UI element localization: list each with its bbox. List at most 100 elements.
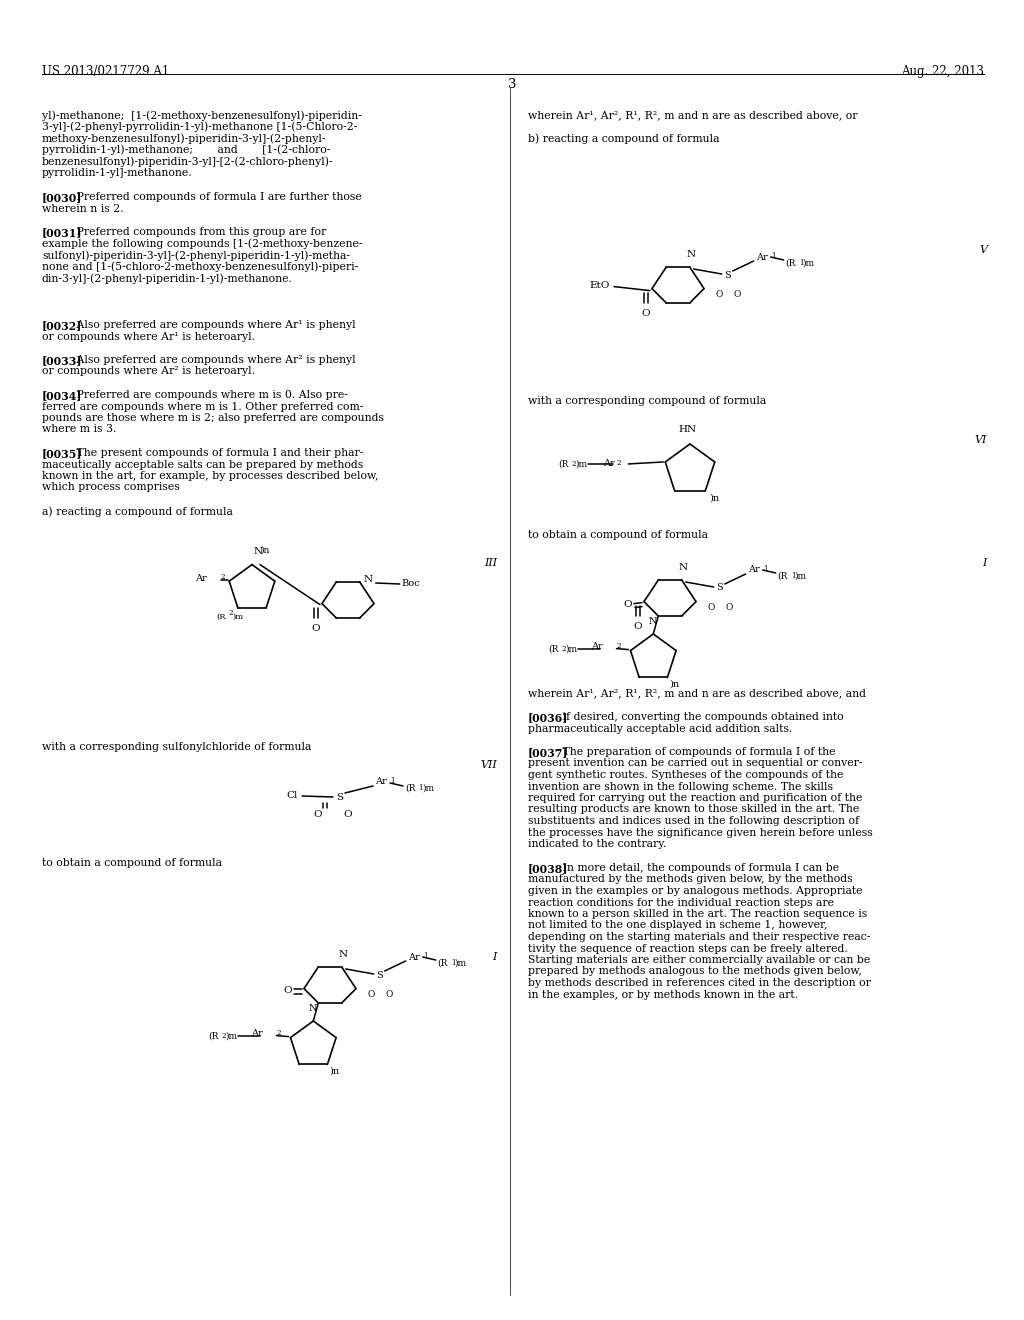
Text: N: N <box>309 1005 317 1012</box>
Text: )m: )m <box>575 459 588 469</box>
Text: substituents and indices used in the following description of: substituents and indices used in the fol… <box>528 816 859 826</box>
Text: O: O <box>624 601 632 609</box>
Text: din-3-yl]-(2-phenyl-piperidin-1-yl)-methanone.: din-3-yl]-(2-phenyl-piperidin-1-yl)-meth… <box>42 273 293 284</box>
Text: tivity the sequence of reaction steps can be freely altered.: tivity the sequence of reaction steps ca… <box>528 944 848 953</box>
Text: reaction conditions for the individual reaction steps are: reaction conditions for the individual r… <box>528 898 834 908</box>
Text: S: S <box>724 271 731 280</box>
Text: wherein Ar¹, Ar², R¹, R², m and n are as described above, and: wherein Ar¹, Ar², R¹, R², m and n are as… <box>528 688 866 698</box>
Text: indicated to the contrary.: indicated to the contrary. <box>528 840 667 849</box>
Text: [0036]: [0036] <box>528 711 568 723</box>
Text: [0032]: [0032] <box>42 319 82 331</box>
Text: Ar: Ar <box>375 777 387 787</box>
Text: HN: HN <box>679 425 697 434</box>
Text: pounds are those where m is 2; also preferred are compounds: pounds are those where m is 2; also pref… <box>42 413 384 422</box>
Text: O: O <box>733 290 740 300</box>
Text: Ar: Ar <box>591 642 602 651</box>
Text: )m: )m <box>795 572 807 581</box>
Text: where m is 3.: where m is 3. <box>42 425 117 434</box>
Text: [0030]: [0030] <box>42 191 82 203</box>
Text: O: O <box>284 986 292 995</box>
Text: S: S <box>377 970 383 979</box>
Text: The preparation of compounds of formula I of the: The preparation of compounds of formula … <box>559 747 836 756</box>
Text: 2: 2 <box>616 642 621 649</box>
Text: [0034]: [0034] <box>42 389 82 401</box>
Text: Preferred compounds from this group are for: Preferred compounds from this group are … <box>73 227 326 238</box>
Text: maceutically acceptable salts can be prepared by methods: maceutically acceptable salts can be pre… <box>42 459 364 470</box>
Text: 3-yl]-(2-phenyl-pyrrolidin-1-yl)-methanone [1-(5-Chloro-2-: 3-yl]-(2-phenyl-pyrrolidin-1-yl)-methano… <box>42 121 357 132</box>
Text: Ar: Ar <box>756 252 767 261</box>
Text: with a corresponding sulfonylchloride of formula: with a corresponding sulfonylchloride of… <box>42 742 311 752</box>
Text: pyrrolidin-1-yl)-methanone;       and       [1-(2-chloro-: pyrrolidin-1-yl)-methanone; and [1-(2-ch… <box>42 144 331 154</box>
Text: wherein Ar¹, Ar², R¹, R², m and n are as described above, or: wherein Ar¹, Ar², R¹, R², m and n are as… <box>528 110 857 120</box>
Text: O: O <box>313 810 323 818</box>
Text: yl)-methanone;  [1-(2-methoxy-benzenesulfonyl)-piperidin-: yl)-methanone; [1-(2-methoxy-benzenesulf… <box>42 110 361 120</box>
Text: to obtain a compound of formula: to obtain a compound of formula <box>42 858 222 869</box>
Text: 1: 1 <box>451 960 456 968</box>
Text: 2: 2 <box>221 1032 226 1040</box>
Text: example the following compounds [1-(2-methoxy-benzene-: example the following compounds [1-(2-me… <box>42 239 362 249</box>
Text: Preferred are compounds where m is 0. Also pre-: Preferred are compounds where m is 0. Al… <box>73 389 347 400</box>
Text: present invention can be carried out in sequential or conver-: present invention can be carried out in … <box>528 759 862 768</box>
Text: 1: 1 <box>763 565 767 573</box>
Text: )m: )m <box>803 259 815 268</box>
Text: O: O <box>725 603 732 612</box>
Text: 2: 2 <box>571 459 575 469</box>
Text: not limited to the one displayed in scheme 1, however,: not limited to the one displayed in sche… <box>528 920 827 931</box>
Text: S: S <box>717 583 723 593</box>
Text: The present compounds of formula I and their phar-: The present compounds of formula I and t… <box>73 447 362 458</box>
Text: In more detail, the compounds of formula I can be: In more detail, the compounds of formula… <box>559 863 839 873</box>
Text: V: V <box>979 246 987 255</box>
Text: required for carrying out the reaction and purification of the: required for carrying out the reaction a… <box>528 793 862 803</box>
Text: (R: (R <box>558 459 568 469</box>
Text: )n: )n <box>260 545 269 554</box>
Text: O: O <box>715 290 722 300</box>
Text: VII: VII <box>480 760 497 770</box>
Text: 2: 2 <box>229 609 233 616</box>
Text: none and [1-(5-chloro-2-methoxy-benzenesulfonyl)-piperi-: none and [1-(5-chloro-2-methoxy-benzenes… <box>42 261 358 272</box>
Text: 2: 2 <box>561 644 566 652</box>
Text: 3: 3 <box>508 78 516 91</box>
Text: )m: )m <box>232 612 244 620</box>
Text: N: N <box>649 616 657 626</box>
Text: invention are shown in the following scheme. The skills: invention are shown in the following sch… <box>528 781 833 792</box>
Text: b) reacting a compound of formula: b) reacting a compound of formula <box>528 133 720 144</box>
Text: 1: 1 <box>799 259 803 267</box>
Text: Ar: Ar <box>408 953 420 961</box>
Text: 1: 1 <box>418 784 423 792</box>
Text: a) reacting a compound of formula: a) reacting a compound of formula <box>42 506 232 516</box>
Text: the processes have the significance given herein before unless: the processes have the significance give… <box>528 828 872 837</box>
Text: gent synthetic routes. Syntheses of the compounds of the: gent synthetic routes. Syntheses of the … <box>528 770 844 780</box>
Text: (R: (R <box>209 1031 219 1040</box>
Text: O: O <box>385 990 392 999</box>
Text: I: I <box>493 952 497 962</box>
Text: III: III <box>484 558 497 568</box>
Text: [0037]: [0037] <box>528 747 568 758</box>
Text: Cl: Cl <box>287 792 298 800</box>
Text: 2: 2 <box>276 1028 281 1036</box>
Text: pharmaceutically acceptable acid addition salts.: pharmaceutically acceptable acid additio… <box>528 723 793 734</box>
Text: Boc: Boc <box>401 579 420 589</box>
Text: US 2013/0217729 A1: US 2013/0217729 A1 <box>42 65 169 78</box>
Text: Also preferred are compounds where Ar¹ is phenyl: Also preferred are compounds where Ar¹ i… <box>73 319 355 330</box>
Text: EtO: EtO <box>590 281 610 290</box>
Text: (R: (R <box>406 784 416 792</box>
Text: prepared by methods analogous to the methods given below,: prepared by methods analogous to the met… <box>528 966 862 977</box>
Text: O: O <box>707 603 715 612</box>
Text: N: N <box>364 576 373 585</box>
Text: 2: 2 <box>220 573 224 581</box>
Text: 1: 1 <box>771 252 775 260</box>
Text: )m: )m <box>422 784 434 792</box>
Text: or compounds where Ar¹ is heteroaryl.: or compounds where Ar¹ is heteroaryl. <box>42 331 255 342</box>
Text: resulting products are known to those skilled in the art. The: resulting products are known to those sk… <box>528 804 859 814</box>
Text: known in the art, for example, by processes described below,: known in the art, for example, by proces… <box>42 471 379 480</box>
Text: O: O <box>311 623 321 632</box>
Text: [0038]: [0038] <box>528 863 568 874</box>
Text: (R: (R <box>777 572 788 581</box>
Text: or compounds where Ar² is heteroaryl.: or compounds where Ar² is heteroaryl. <box>42 367 255 376</box>
Text: manufactured by the methods given below, by the methods: manufactured by the methods given below,… <box>528 874 853 884</box>
Text: N: N <box>338 950 347 960</box>
Text: )m: )m <box>455 958 467 968</box>
Text: VI: VI <box>975 436 987 445</box>
Text: to obtain a compound of formula: to obtain a compound of formula <box>528 531 708 540</box>
Text: 1: 1 <box>423 952 427 960</box>
